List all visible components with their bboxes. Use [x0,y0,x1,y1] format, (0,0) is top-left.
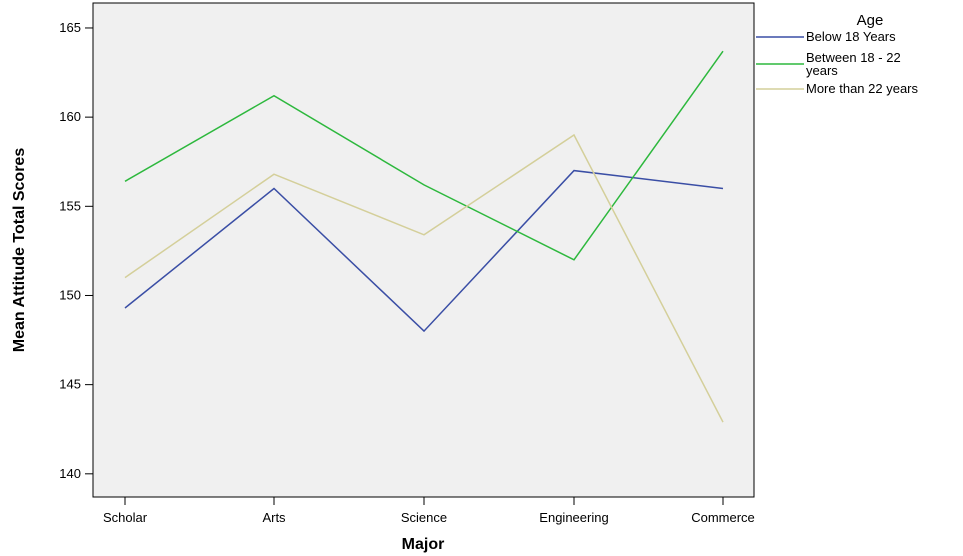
series-line-1 [124,169,724,333]
x-tick-label: Arts [262,510,286,525]
legend: Age Below 18 Years Between 18 - 22 years Mo… [756,12,919,96]
y-tick-label: 155 [59,198,81,213]
legend-label: Below 18 Years [806,29,896,44]
x-axis: Scholar Arts Science Engineering Commerce [103,497,755,525]
y-tick-label: 140 [59,466,81,481]
y-axis-title: Mean Attitude Total Scores [11,148,28,353]
y-tick-label: 145 [59,377,81,392]
legend-label: Between 18 - 22 years [806,50,901,78]
plot-area [92,2,755,498]
legend-item: Below 18 Years [756,29,896,44]
x-tick-label: Commerce [691,510,755,525]
series-line-3 [124,133,724,423]
series-layer [124,50,724,423]
legend-item: Between 18 - 22 years [756,50,901,78]
legend-title: Age [857,12,884,29]
legend-item: More than 22 years [756,81,919,96]
legend-items: Below 18 Years Between 18 - 22 years More t… [756,29,919,96]
x-tick-label: Science [401,510,447,525]
y-axis: 140 145 150 155 160 165 [59,20,93,481]
x-tick-label: Scholar [103,510,148,525]
y-tick-label: 165 [59,20,81,35]
y-tick-label: 160 [59,109,81,124]
x-tick-label: Engineering [539,510,608,525]
x-axis-title: Major [402,536,445,553]
legend-label: More than 22 years [806,81,919,96]
series-line-2 [124,50,724,261]
y-tick-label: 150 [59,287,81,302]
